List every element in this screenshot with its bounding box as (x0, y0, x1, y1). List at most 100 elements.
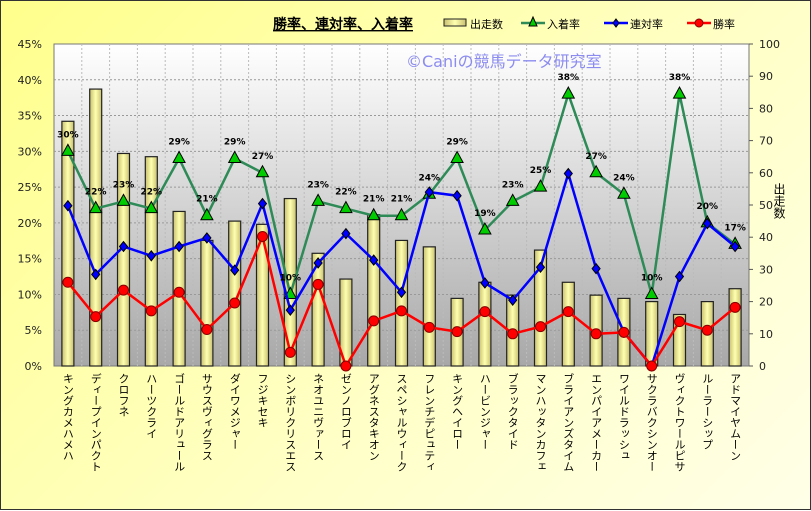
marker-triangle-入着率 (478, 222, 492, 235)
marker-triangle-入着率 (339, 200, 353, 214)
data-label: 21% (196, 195, 218, 205)
y-right-tick-label: 100 (759, 38, 780, 51)
marker-triangle-入着率 (200, 207, 214, 221)
y-left-tick-label: 40% (18, 74, 42, 87)
bar-出走数 (89, 88, 103, 367)
marker-circle-勝率 (284, 346, 296, 358)
x-tick-label: ディープインパクト (89, 372, 102, 472)
x-tick-label: アドマイヤムーン (729, 373, 742, 461)
marker-circle-勝率 (562, 306, 574, 318)
marker-triangle-入着率 (61, 143, 75, 156)
marker-diamond-連対率 (396, 286, 407, 299)
x-tick-label: エンパイアメーカー (590, 373, 603, 472)
bar-出走数 (116, 152, 131, 367)
marker-circle-勝率 (479, 306, 491, 318)
y-right-tick-label: 40 (759, 231, 773, 244)
data-label: 29% (446, 137, 468, 147)
marker-triangle-入着率 (589, 164, 603, 178)
marker-diamond-連対率 (702, 217, 712, 230)
bar-出走数 (561, 281, 575, 367)
data-label: 29% (224, 137, 246, 147)
y-right-tick-label: 0 (759, 360, 766, 373)
marker-triangle-入着率 (144, 200, 159, 214)
x-tick-label: ゴールドアリュール (173, 372, 186, 472)
marker-circle-勝率 (423, 321, 435, 333)
bar-出走数 (422, 246, 436, 367)
marker-diamond-連対率 (146, 250, 156, 262)
marker-triangle-入着率 (116, 193, 131, 206)
x-tick-label: サウスヴィグラス (200, 373, 213, 461)
x-tick-label: アグネスタキオン (367, 373, 380, 461)
x-tick-label: ネオユニヴァース (312, 373, 325, 461)
x-tick-label: ブライアンズタイム (562, 372, 575, 472)
marker-triangle-入着率 (172, 150, 186, 163)
y-left-tick-label: 30% (18, 145, 42, 158)
x-tick-label: ヴィクトワールピサ (673, 373, 686, 472)
y-right-tick-label: 80 (759, 102, 773, 115)
x-tick-label: ワイルドラッシュ (617, 373, 630, 461)
y-left-tick-label: 35% (18, 110, 42, 123)
bar-出走数 (533, 249, 548, 367)
marker-diamond-連対率 (563, 167, 573, 180)
data-label: 22% (141, 188, 163, 198)
bar-出走数 (367, 214, 381, 367)
marker-triangle-入着率 (255, 164, 270, 178)
marker-diamond-連対率 (508, 294, 518, 306)
y-left-tick-label: 0% (25, 360, 42, 373)
marker-diamond-連対率 (535, 261, 546, 274)
legend-label: 出走数 (470, 17, 503, 31)
chart-title: 勝率、連対率、入着率 (273, 16, 413, 33)
y-left-tick-label: 25% (18, 181, 42, 194)
marker-triangle-入着率 (394, 207, 409, 221)
marker-triangle-入着率 (617, 186, 631, 199)
x-tick-label: ブラックタイド (506, 372, 519, 450)
marker-diamond-連対率 (257, 197, 268, 210)
x-tick-label: スペシャルウィーク (395, 373, 408, 472)
marker-diamond-連対率 (591, 262, 601, 275)
x-tick-label: ハービンジャー (478, 373, 491, 450)
bar-出走数 (200, 239, 214, 367)
data-label: 10% (641, 273, 663, 283)
marker-diamond-連対率 (118, 240, 129, 253)
marker-diamond-連対率 (452, 189, 462, 202)
bar-出走数 (728, 288, 742, 367)
data-label: 25% (530, 166, 552, 176)
y-right-tick-label: 90 (759, 70, 773, 83)
y-right-tick-label: 70 (759, 135, 773, 148)
data-label: 10% (280, 273, 302, 283)
data-label: 21% (391, 195, 413, 205)
legend: 出走数 入着率 連対率 勝率 (443, 15, 735, 31)
marker-diamond-連対率 (202, 232, 212, 244)
marker-circle-勝率 (257, 230, 268, 242)
marker-triangle-入着率 (505, 193, 520, 206)
legend-label: 勝率 (713, 17, 735, 31)
y-left-tick-label: 20% (18, 217, 42, 230)
marker-triangle-入着率 (672, 86, 687, 99)
marker-circle-勝率 (618, 326, 630, 338)
marker-triangle-入着率 (227, 150, 242, 163)
marker-diamond-連対率 (91, 268, 101, 281)
marker-diamond-連対率 (730, 240, 740, 253)
marker-circle-勝率 (340, 360, 352, 372)
y-right-tick-label: 10 (759, 328, 773, 341)
data-label: 24% (613, 173, 635, 183)
y-left-tick-label: 10% (18, 288, 42, 301)
y-right-tick-label: 60 (759, 167, 773, 180)
data-label: 19% (474, 209, 496, 219)
marker-diamond-連対率 (174, 240, 184, 253)
marker-diamond-連対率 (480, 277, 490, 289)
marker-circle-勝率 (701, 324, 713, 336)
x-tick-label: ダイワメジャー (228, 373, 241, 450)
data-label: 24% (419, 173, 441, 183)
data-label: 22% (85, 188, 107, 198)
marker-circle-勝率 (729, 301, 741, 313)
data-label: 23% (113, 180, 135, 190)
data-label: 22% (335, 188, 357, 198)
marker-circle-勝率 (90, 311, 102, 323)
x-tick-label: シンボリクリスエス (284, 373, 297, 472)
y-left-tick-label: 15% (18, 253, 42, 266)
bar-出走数 (394, 239, 409, 367)
bar-出走数 (478, 281, 492, 367)
